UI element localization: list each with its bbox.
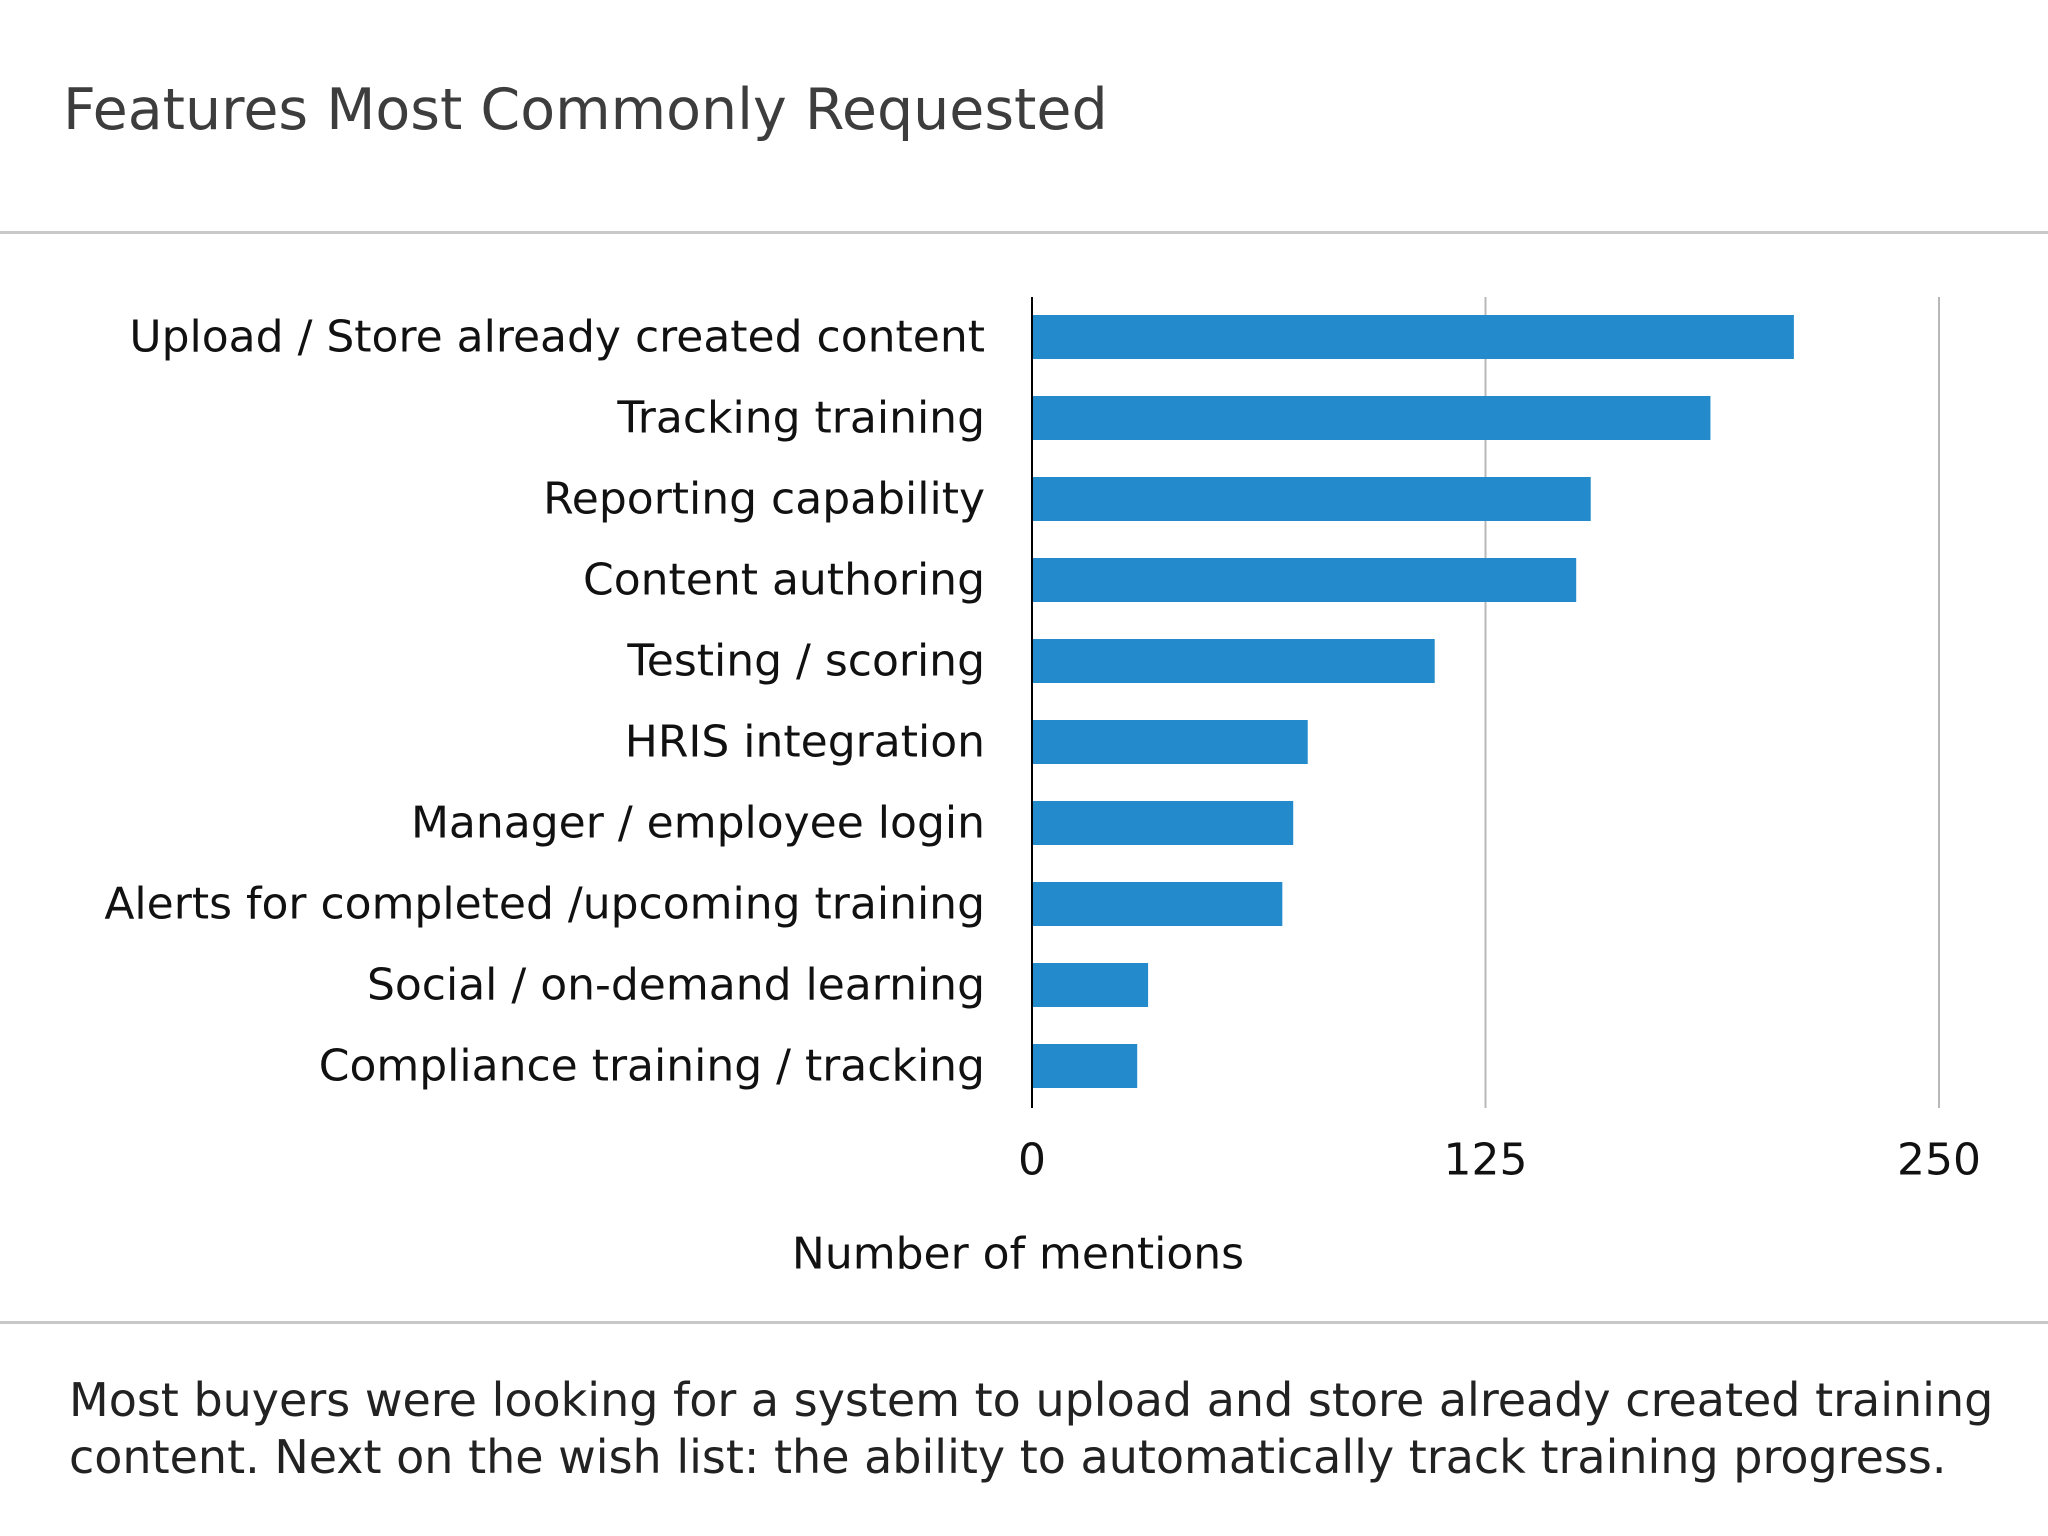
- x-axis-title: Number of mentions: [792, 1229, 1244, 1280]
- chart-caption: Most buyers were looking for a system to…: [69, 1373, 1994, 1484]
- bar: [1032, 477, 1591, 521]
- category-label: Social / on-demand learning: [367, 960, 985, 1011]
- bar: [1032, 801, 1294, 845]
- category-label: HRIS integration: [625, 717, 985, 768]
- category-label: Compliance training / tracking: [319, 1041, 985, 1092]
- bar: [1032, 639, 1435, 683]
- bar: [1032, 1044, 1138, 1088]
- category-label: Upload / Store already created content: [129, 312, 985, 363]
- bar: [1032, 558, 1577, 602]
- category-label: Testing / scoring: [626, 636, 985, 687]
- bar: [1032, 396, 1711, 440]
- bar: [1032, 720, 1308, 764]
- bottom-divider: [0, 1321, 2048, 1324]
- bar: [1032, 315, 1794, 359]
- category-label: Alerts for completed /upcoming training: [104, 879, 985, 930]
- chart-title: Features Most Commonly Requested: [63, 77, 1108, 143]
- category-label: Reporting capability: [543, 474, 985, 525]
- category-label: Manager / employee login: [411, 798, 985, 849]
- x-tick-label: 250: [1897, 1135, 1981, 1186]
- x-tick-label: 125: [1444, 1135, 1528, 1186]
- bar: [1032, 963, 1149, 1007]
- category-label: Content authoring: [583, 555, 985, 606]
- bar: [1032, 882, 1283, 926]
- top-divider: [0, 231, 2048, 234]
- x-tick-label: 0: [1018, 1135, 1046, 1186]
- category-label: Tracking training: [616, 393, 985, 444]
